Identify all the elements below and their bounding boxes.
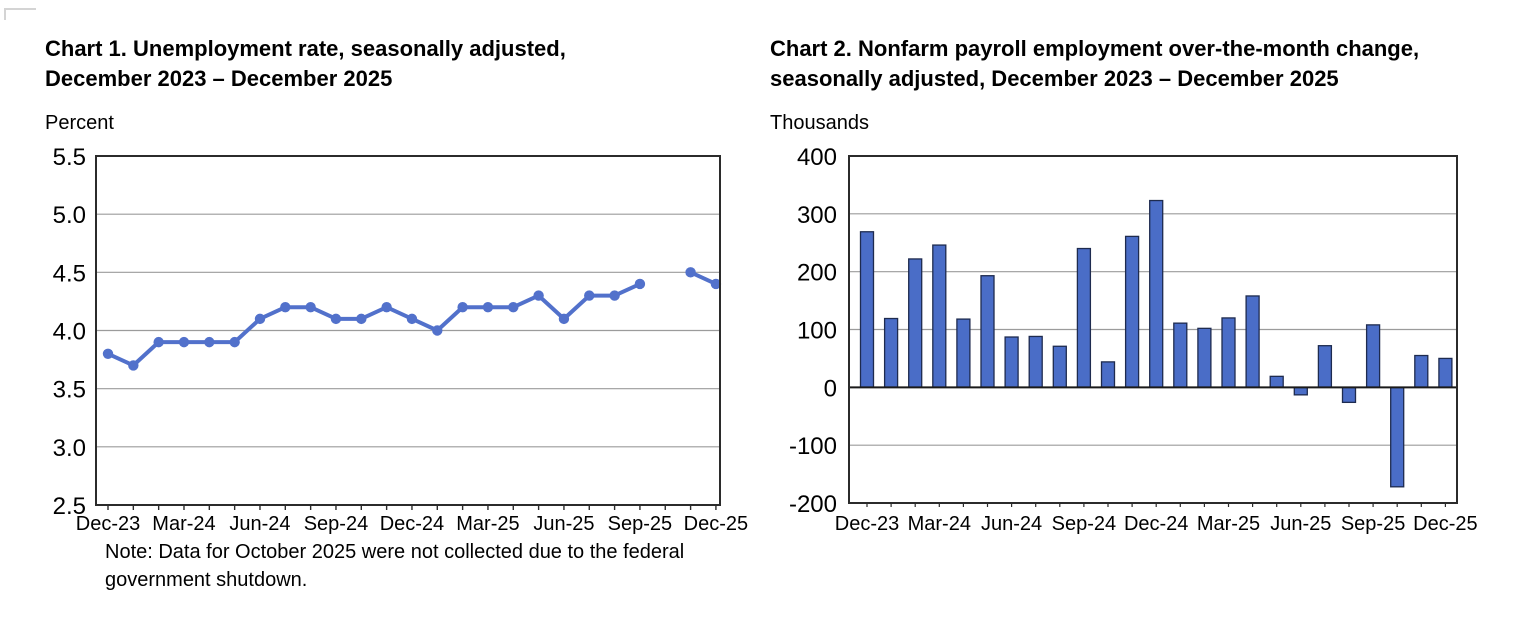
chart2-title-line1: Chart 2. Nonfarm payroll employment over… — [770, 36, 1420, 61]
chart2-title-line2: seasonally adjusted, December 2023 – Dec… — [770, 66, 1339, 91]
y-tick-label: 400 — [797, 144, 837, 171]
data-point-marker — [634, 278, 646, 290]
y-tick-label: 300 — [797, 202, 837, 229]
bar — [1245, 295, 1260, 388]
data-point-marker — [406, 313, 418, 325]
y-tick-label: 3.5 — [53, 377, 86, 404]
x-tick-label: Jun-25 — [533, 513, 594, 535]
y-tick-label: 5.0 — [53, 202, 86, 229]
data-point-marker — [153, 336, 164, 348]
x-tick-label: Dec-24 — [380, 513, 444, 535]
x-tick-label: Dec-24 — [1124, 513, 1188, 535]
bar — [1028, 335, 1043, 388]
chart1-unit-label: Percent — [45, 112, 114, 134]
bar — [1269, 375, 1284, 388]
data-point-marker — [533, 290, 544, 301]
y-tick-label: 4.5 — [53, 260, 86, 287]
y-tick-label: 3.0 — [53, 435, 86, 462]
x-tick-label: Jun-24 — [981, 513, 1042, 535]
data-point-marker — [710, 278, 722, 290]
data-point-marker — [229, 336, 240, 348]
y-tick-label: 5.5 — [53, 144, 86, 171]
plot-frame — [95, 155, 721, 506]
y-tick-label: 0 — [824, 375, 837, 402]
bar — [1341, 386, 1357, 404]
y-tick-label: 2.5 — [53, 493, 86, 520]
y-tick-label: 100 — [797, 318, 837, 345]
x-tick-label: Sep-25 — [1341, 513, 1406, 535]
bar — [932, 244, 947, 388]
data-point-marker — [254, 313, 266, 325]
data-point-marker — [128, 360, 139, 371]
data-point-marker — [330, 313, 342, 325]
bar — [1365, 324, 1381, 388]
bar — [956, 318, 971, 388]
data-point-marker — [482, 302, 494, 313]
data-point-marker — [178, 336, 190, 348]
y-tick-label: -100 — [789, 433, 837, 460]
page-corner-border — [4, 8, 36, 20]
chart1-note: Note: Data for October 2025 were not col… — [105, 538, 684, 594]
bar — [1293, 386, 1308, 396]
data-point-marker — [381, 302, 392, 313]
x-tick-label: Dec-23 — [76, 513, 140, 535]
x-tick-label: Sep-24 — [304, 513, 369, 535]
bar — [1076, 247, 1092, 388]
data-point-marker — [457, 302, 468, 313]
nonfarm-payroll-bar-chart: Dec-23 Mar-24 Jun-24 Sep-24 Dec-24 Mar-25 Jun-… — [789, 144, 1478, 535]
bar — [1173, 322, 1188, 388]
data-point-marker — [280, 302, 291, 313]
x-tick-label: Mar-24 — [908, 513, 971, 535]
x-tick-label: Mar-24 — [152, 513, 215, 535]
data-point-marker — [305, 302, 316, 313]
bar — [1390, 386, 1405, 488]
data-point-marker — [558, 313, 570, 325]
bar — [1100, 361, 1116, 388]
data-point-marker — [204, 336, 215, 348]
bar — [1197, 327, 1212, 388]
bar — [1317, 345, 1333, 388]
bar — [1221, 317, 1236, 388]
bar — [1149, 199, 1164, 388]
unemployment-line — [106, 281, 642, 368]
unemployment-rate-line-chart: Dec-23 Mar-24 Jun-24 Sep-24 Dec-24 Mar-25 Jun-… — [53, 144, 749, 535]
data-point-marker — [685, 267, 696, 278]
bar — [980, 275, 995, 388]
chart2-title: Chart 2. Nonfarm payroll employment over… — [770, 34, 1520, 94]
chart1-title-line2: December 2023 – December 2025 — [45, 66, 393, 91]
bar — [859, 231, 875, 388]
chart1-note-line2: government shutdown. — [105, 569, 308, 591]
y-tick-label: 4.0 — [53, 319, 86, 346]
bar — [883, 317, 899, 388]
x-tick-label: Sep-24 — [1052, 513, 1117, 535]
data-point-marker — [609, 290, 620, 301]
chart1-note-line1: Note: Data for October 2025 were not col… — [105, 541, 685, 563]
bar — [1414, 354, 1429, 388]
bar — [1004, 336, 1019, 388]
data-point-marker — [584, 290, 595, 301]
data-point-marker — [508, 302, 519, 313]
data-point-marker — [356, 313, 367, 325]
bar — [1438, 357, 1453, 388]
bar — [1124, 235, 1140, 388]
x-tick-label: Sep-25 — [608, 513, 673, 535]
y-tick-label: -200 — [789, 491, 837, 518]
x-tick-label: Dec-25 — [684, 513, 748, 535]
chart2-unit-label: Thousands — [770, 112, 869, 134]
x-tick-label: Dec-25 — [1413, 513, 1477, 535]
y-tick-label: 200 — [797, 260, 837, 287]
data-point-marker — [432, 325, 443, 336]
data-point-marker — [102, 348, 114, 359]
x-tick-label: Jun-25 — [1270, 513, 1331, 535]
x-tick-label: Mar-25 — [1197, 513, 1260, 535]
x-tick-label: Dec-23 — [835, 513, 899, 535]
plot-frame — [848, 155, 1458, 504]
bar — [1052, 345, 1067, 388]
bar — [908, 258, 923, 388]
chart1-title: Chart 1. Unemployment rate, seasonally a… — [45, 34, 725, 94]
x-tick-label: Jun-24 — [229, 513, 290, 535]
x-tick-label: Mar-25 — [456, 513, 519, 535]
chart1-title-line1: Chart 1. Unemployment rate, seasonally a… — [45, 36, 566, 61]
